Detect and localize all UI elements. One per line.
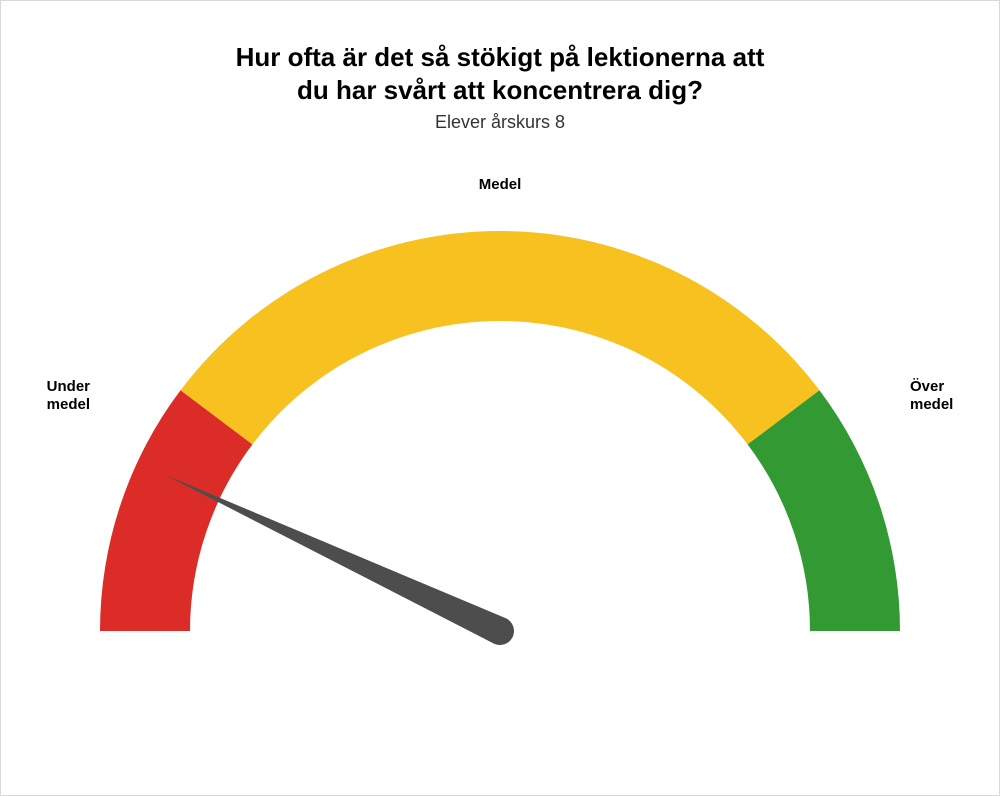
- label-under-1: Under: [47, 378, 91, 395]
- gauge-needle: [165, 475, 514, 645]
- label-over-2: medel: [910, 396, 953, 413]
- label-over-1: Över: [910, 378, 944, 395]
- gauge-container: UndermedelMedelÖvermedel: [1, 151, 999, 751]
- chart-subtitle: Elever årskurs 8: [1, 112, 999, 133]
- title-line-2: du har svårt att koncentrera dig?: [297, 75, 703, 105]
- chart-title: Hur ofta är det så stökigt på lektionern…: [1, 41, 999, 106]
- label-under-2: medel: [47, 396, 90, 413]
- title-line-1: Hur ofta är det så stökigt på lektionern…: [236, 42, 765, 72]
- title-block: Hur ofta är det så stökigt på lektionern…: [1, 1, 999, 133]
- label-medel: Medel: [479, 176, 522, 193]
- chart-card: Hur ofta är det så stökigt på lektionern…: [0, 0, 1000, 796]
- gauge-chart: UndermedelMedelÖvermedel: [30, 151, 970, 751]
- gauge-band-1: [181, 231, 820, 444]
